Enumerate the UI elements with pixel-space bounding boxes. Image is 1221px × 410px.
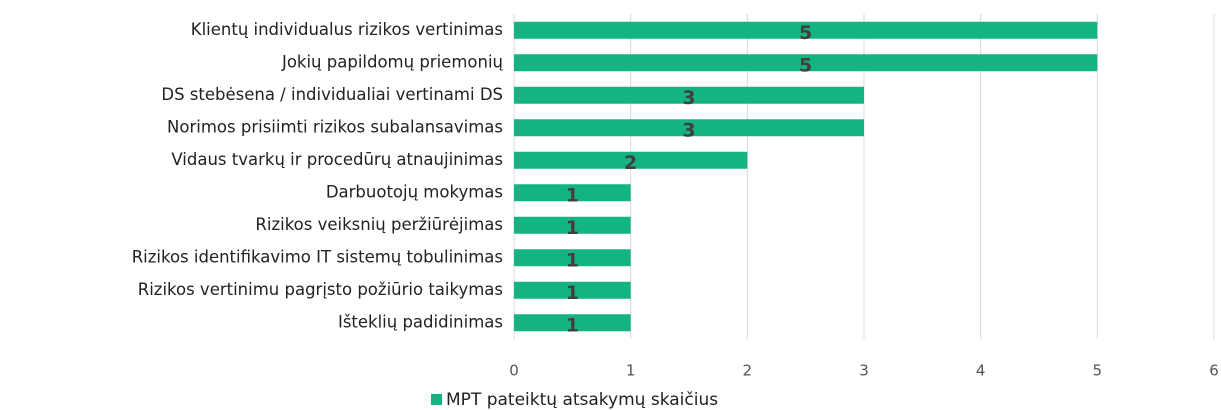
legend-label: MPT pateiktų atsakymų skaičius	[446, 390, 718, 410]
x-tick-label: 5	[1093, 362, 1103, 380]
y-tick-label: Rizikos vertinimu pagrįsto požiūrio taik…	[138, 280, 503, 299]
y-tick-label: Rizikos identifikavimo IT sistemų tobuli…	[132, 247, 503, 266]
y-tick-label: Rizikos veiksnių peržiūrėjimas	[255, 215, 503, 234]
bar	[514, 184, 631, 202]
bar	[514, 21, 1098, 39]
data-label: 1	[566, 184, 579, 206]
legend-swatch	[431, 394, 442, 405]
y-tick-label: Norimos prisiimti rizikos subalansavimas	[167, 117, 503, 136]
bar	[514, 151, 748, 169]
bar	[514, 86, 864, 104]
bar	[514, 119, 864, 137]
x-tick-label: 3	[859, 362, 869, 380]
y-tick-label: Išteklių padidinimas	[338, 312, 503, 331]
x-tick-label: 6	[1209, 362, 1219, 380]
data-label: 5	[799, 54, 812, 76]
y-tick-label: Klientų individualus rizikos vertinimas	[191, 20, 503, 39]
data-label: 5	[799, 22, 812, 44]
data-label: 3	[682, 119, 695, 141]
data-label: 3	[682, 87, 695, 109]
data-label: 1	[566, 282, 579, 304]
x-tick-label: 1	[626, 362, 636, 380]
bar	[514, 54, 1098, 72]
y-tick-label: Darbuotojų mokymas	[326, 182, 503, 201]
x-tick-label: 0	[509, 362, 519, 380]
y-tick-label: Vidaus tvarkų ir procedūrų atnaujinimas	[171, 150, 503, 169]
data-label: 1	[566, 217, 579, 239]
bar	[514, 314, 631, 332]
bar	[514, 281, 631, 299]
x-tick-label: 2	[743, 362, 753, 380]
x-tick-label: 4	[976, 362, 986, 380]
y-tick-label: Jokių papildomų priemonių	[281, 52, 504, 71]
data-label: 1	[566, 314, 579, 336]
data-label: 2	[624, 152, 637, 174]
y-tick-label: DS stebėsena / individualiai vertinami D…	[161, 85, 503, 104]
data-label: 1	[566, 249, 579, 271]
bar	[514, 216, 631, 234]
bar	[514, 249, 631, 267]
